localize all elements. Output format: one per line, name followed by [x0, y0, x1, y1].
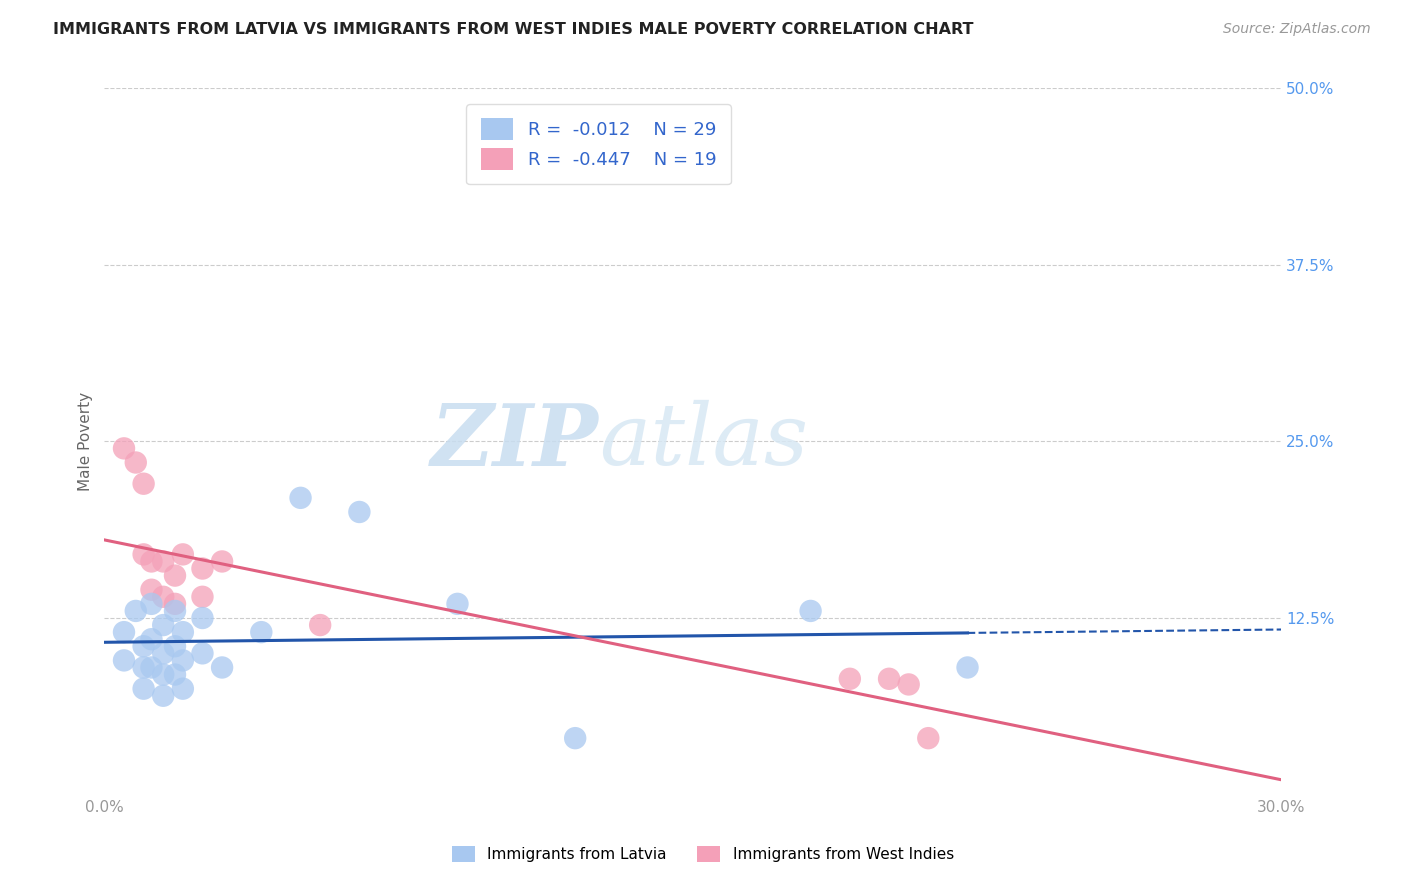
Point: [163, 604, 186, 618]
Point: [112, 625, 135, 640]
Text: ZIP: ZIP: [430, 400, 599, 483]
Point: [897, 677, 920, 691]
Point: [141, 632, 163, 647]
Point: [132, 640, 155, 654]
Point: [800, 604, 823, 618]
Point: [172, 625, 194, 640]
Point: [152, 667, 174, 681]
Point: [191, 561, 214, 575]
Point: [112, 442, 135, 456]
Point: [172, 653, 194, 667]
Point: [250, 625, 273, 640]
Point: [564, 731, 586, 746]
Point: [132, 681, 155, 696]
Point: [125, 604, 148, 618]
Point: [141, 660, 163, 674]
Point: [191, 611, 214, 625]
Point: [446, 597, 468, 611]
Point: [917, 731, 939, 746]
Point: [132, 476, 155, 491]
Point: [141, 597, 163, 611]
Point: [309, 618, 332, 632]
Point: [211, 554, 233, 568]
Point: [163, 640, 186, 654]
Point: [838, 672, 860, 686]
Text: IMMIGRANTS FROM LATVIA VS IMMIGRANTS FROM WEST INDIES MALE POVERTY CORRELATION C: IMMIGRANTS FROM LATVIA VS IMMIGRANTS FRO…: [53, 22, 974, 37]
Text: atlas: atlas: [599, 400, 808, 483]
Point: [152, 618, 174, 632]
Legend: R =  -0.012    N = 29, R =  -0.447    N = 19: R = -0.012 N = 29, R = -0.447 N = 19: [467, 104, 731, 184]
Y-axis label: Male Poverty: Male Poverty: [79, 392, 93, 491]
Point: [211, 660, 233, 674]
Point: [163, 568, 186, 582]
Point: [163, 597, 186, 611]
Point: [152, 590, 174, 604]
Point: [172, 548, 194, 562]
Point: [152, 554, 174, 568]
Point: [132, 548, 155, 562]
Point: [112, 653, 135, 667]
Text: Source: ZipAtlas.com: Source: ZipAtlas.com: [1223, 22, 1371, 37]
Point: [125, 456, 148, 470]
Point: [141, 582, 163, 597]
Point: [163, 667, 186, 681]
Point: [191, 590, 214, 604]
Point: [290, 491, 312, 505]
Point: [132, 660, 155, 674]
Legend: Immigrants from Latvia, Immigrants from West Indies: Immigrants from Latvia, Immigrants from …: [446, 840, 960, 868]
Point: [152, 646, 174, 660]
Point: [152, 689, 174, 703]
Point: [956, 660, 979, 674]
Point: [877, 672, 900, 686]
Point: [172, 681, 194, 696]
Point: [349, 505, 371, 519]
Point: [191, 646, 214, 660]
Point: [141, 554, 163, 568]
